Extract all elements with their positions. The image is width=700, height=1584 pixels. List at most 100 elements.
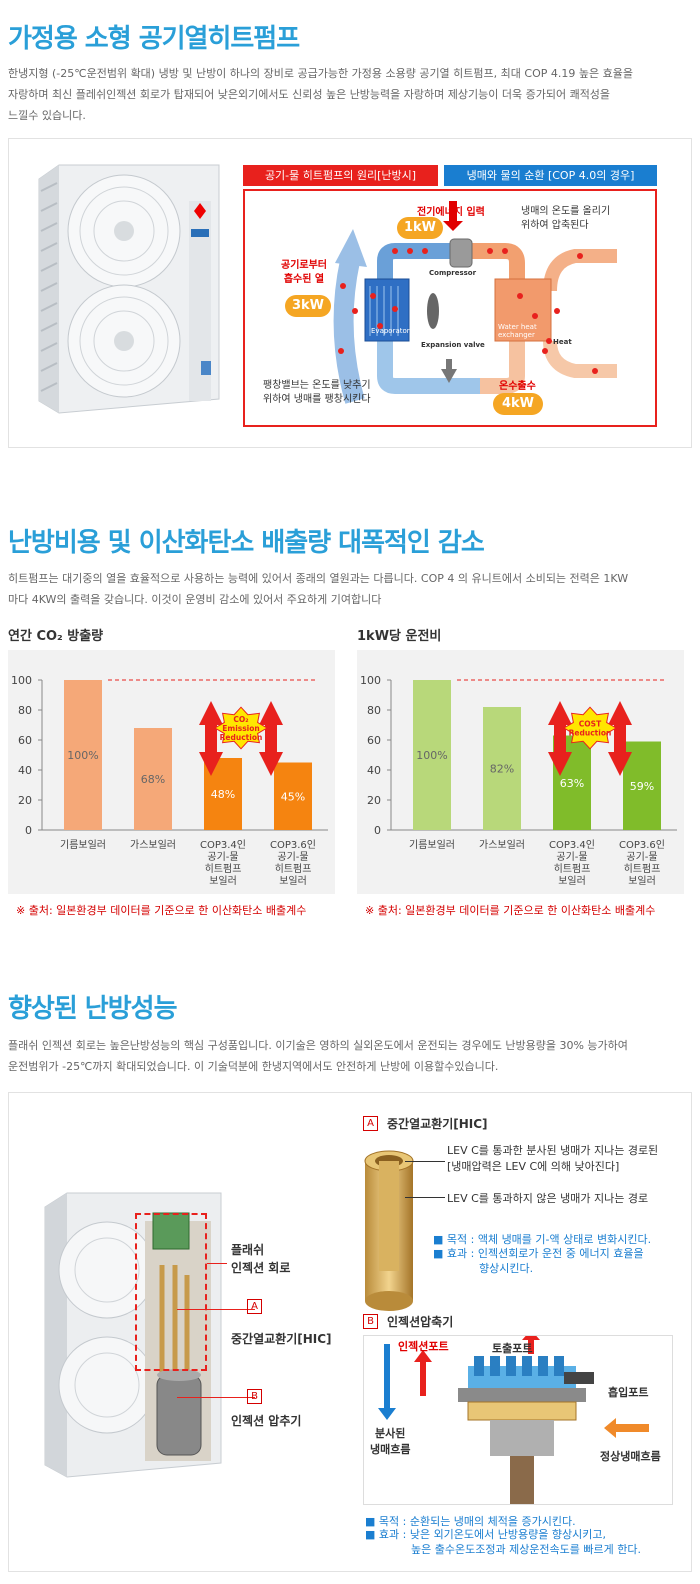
y-tick-label: 40 bbox=[367, 764, 381, 777]
bar bbox=[64, 680, 102, 830]
note-line: 냉매의 온도를 올리기 bbox=[521, 206, 611, 217]
y-tick-label: 100 bbox=[11, 674, 32, 687]
label-line: 인젝션 회로 bbox=[231, 1261, 291, 1275]
suction-port-label: 흡입포트 bbox=[608, 1386, 649, 1399]
para-line: 마다 4KW의 출력을 갖습니다. 이것이 운영비 감소에 있어서 주요하게 기… bbox=[8, 593, 382, 606]
category-label: COP3.4인 bbox=[200, 839, 246, 851]
section3-description: 플래쉬 인젝션 회로는 높은난방성능의 핵심 구성품입니다. 이기술은 영하의 … bbox=[8, 1035, 692, 1077]
category-label: 공기-물 bbox=[556, 851, 587, 863]
badge-text: Emission bbox=[222, 724, 260, 733]
effect-line: 높은 출수온도조정과 제상운전속도를 빠르게 한다. bbox=[411, 1543, 642, 1556]
bar-value-label: 48% bbox=[211, 788, 235, 801]
purpose-a: ■ 목적 : 액체 냉매를 기-액 상태로 변화시킨다. bbox=[433, 1233, 652, 1246]
category-label: 보일러 bbox=[279, 875, 307, 887]
spray-flow-label: 분사된 냉매흐름 bbox=[370, 1426, 410, 1458]
note-line: 위하여 냉매를 팽창시킨다 bbox=[263, 394, 371, 405]
normal-flow-label: 정상냉매흐름 bbox=[600, 1450, 661, 1463]
co2-chart: 0 20 40 60 80 100 100% 기름보일러 68% 가스보일러 48% COP3.4인 공… bbox=[8, 650, 335, 894]
expansion-valve-label: Expansion valve bbox=[421, 341, 485, 349]
down-arrow-right bbox=[259, 701, 283, 776]
category-label: 기름보일러 bbox=[409, 839, 455, 851]
marker-a: A bbox=[247, 1299, 262, 1314]
flash-circuit-label: 플래쉬 인젝션 회로 bbox=[231, 1241, 290, 1277]
discharge-port-label: 토출포트 bbox=[492, 1342, 533, 1355]
bar-value-label: 45% bbox=[281, 790, 305, 803]
bar-value-label: 82% bbox=[490, 763, 514, 776]
category-label: 가스보일러 bbox=[130, 839, 176, 851]
category-label: 히트펌프 bbox=[205, 863, 242, 875]
refrigerant-cycle-graphic bbox=[333, 201, 617, 404]
expansion-note: 팽창밸브는 온도를 낮추기 위하여 냉매를 팽창시킨다 bbox=[263, 379, 371, 407]
inj-comp-graphic bbox=[378, 1336, 649, 1504]
category-label: 기름보일러 bbox=[60, 839, 106, 851]
bar-value-label: 63% bbox=[560, 777, 584, 790]
section1-title: 가정용 소형 공기열히트펌프 bbox=[8, 24, 300, 54]
heat-label: Heat bbox=[553, 338, 572, 346]
y-tick-label: 80 bbox=[18, 704, 32, 717]
compressor-label: Compressor bbox=[429, 269, 477, 277]
bar-value-label: 100% bbox=[416, 749, 447, 762]
label-line: 플래쉬 bbox=[231, 1243, 265, 1257]
category-label: COP3.4인 bbox=[549, 839, 595, 851]
flash-marker bbox=[207, 1263, 227, 1264]
para-line: 한냉지형 (-25℃운전범위 확대) 냉방 및 난방이 하나의 장비로 공급가능… bbox=[8, 67, 633, 80]
compressor-note: 냉매의 온도를 올리기 위하여 압축된다 bbox=[521, 205, 610, 233]
burst-shape bbox=[563, 706, 617, 750]
heatpump-principle-panel: 공기-물 히트펌프의 원리[난방시] 냉매와 물의 순환 [COP 4.0의 경… bbox=[8, 138, 692, 448]
category-label: 보일러 bbox=[558, 875, 586, 887]
cycle-diagram: 전기에너지 입력 1kW 냉매의 온도를 올리기 위하여 압축된다 Compre… bbox=[243, 189, 657, 427]
effect-line: ■ 효과 : 낮은 외기온도에서 난방용량을 향상시키고, bbox=[365, 1528, 606, 1541]
note-line: LEV C를 통과한 분사된 냉매가 지나는 경로된 bbox=[447, 1144, 659, 1157]
category-label: 공기-물 bbox=[277, 851, 308, 863]
effect-line: 향상시킨다. bbox=[479, 1262, 534, 1275]
effect-line: ■ 효과 : 인젝션회로가 운전 중 에너지 효율을 bbox=[433, 1247, 644, 1260]
category-label: 히트펌프 bbox=[275, 863, 312, 875]
inj-comp-diagram: 인젝션포트 토출포트 흡입포트 분사된 냉매흐름 정상냉매흐름 bbox=[363, 1335, 673, 1505]
input-1kw-badge: 1kW bbox=[397, 217, 443, 239]
y-tick-label: 60 bbox=[367, 734, 381, 747]
hic-label: 중간열교환기[HIC] bbox=[231, 1332, 332, 1346]
cost-chart-title: 1kW당 운전비 bbox=[357, 629, 442, 644]
tab-principle: 공기-물 히트펌프의 원리[난방시] bbox=[243, 165, 438, 186]
category-label: 공기-물 bbox=[626, 851, 657, 863]
category-label: 히트펌프 bbox=[624, 863, 661, 875]
category-label: 보일러 bbox=[628, 875, 656, 887]
y-tick-label: 20 bbox=[367, 794, 381, 807]
category-label: 히트펌프 bbox=[554, 863, 591, 875]
burst-shape bbox=[214, 706, 268, 750]
category-label: 가스보일러 bbox=[479, 839, 525, 851]
comp-marker bbox=[177, 1397, 255, 1398]
inj-port-label: 인젝션포트 bbox=[398, 1340, 449, 1353]
para-line: 운전범위가 -25℃까지 확대되었습니다. 이 기술덕분에 한냉지역에서도 안전… bbox=[8, 1060, 499, 1073]
tab-circulation: 냉매와 물의 순환 [COP 4.0의 경우] bbox=[444, 165, 657, 186]
marker-b: B bbox=[247, 1389, 262, 1404]
para-line: 자랑하며 최신 플레쉬인젝션 회로가 탑재되어 낮은외기에서도 신뢰성 높은 난… bbox=[8, 88, 611, 101]
bar bbox=[134, 728, 172, 830]
co2-chart-svg: 0 20 40 60 80 100 100% 기름보일러 68% 가스보일러 48% COP3.4인공… bbox=[11, 674, 328, 887]
y-tick-label: 60 bbox=[18, 734, 32, 747]
badge-text: CO₂ bbox=[233, 715, 248, 724]
lev-line-2 bbox=[405, 1197, 445, 1198]
cost-chart: 0 20 40 60 80 100 100% 기름보일러 82% 가스보일러 63% COP3.4인 공… bbox=[357, 650, 684, 894]
water-hx-label: Water heat exchanger bbox=[498, 323, 537, 339]
badge-text: Reduction bbox=[220, 733, 263, 742]
purpose-b: ■ 목적 : 순환되는 냉매의 체적을 증가시킨다. bbox=[365, 1515, 576, 1528]
y-tick-label: 20 bbox=[18, 794, 32, 807]
elec-input-label: 전기에너지 입력 bbox=[417, 207, 485, 218]
effect-a: ■ 효과 : 인젝션회로가 운전 중 에너지 효율을 향상시킨다. bbox=[433, 1246, 644, 1276]
air-heat-label: 공기로부터 흡수된 열 bbox=[281, 259, 327, 287]
air-line: 공기로부터 bbox=[281, 260, 327, 271]
label-line: 냉매흐름 bbox=[370, 1443, 411, 1456]
bar-value-label: 100% bbox=[67, 749, 98, 762]
section-b-marker: B bbox=[363, 1314, 378, 1329]
category-label: 공기-물 bbox=[207, 851, 238, 863]
section1-description: 한냉지형 (-25℃운전범위 확대) 냉방 및 난방이 하나의 장비로 공급가능… bbox=[8, 63, 692, 126]
y-tick-label: 80 bbox=[367, 704, 381, 717]
note-line: [냉매압력은 LEV C에 의해 낮아진다] bbox=[447, 1160, 620, 1173]
flash-circuit-outline bbox=[135, 1213, 207, 1371]
bar bbox=[413, 680, 451, 830]
unit-cutaway-image bbox=[44, 1192, 222, 1478]
note-line: 위하여 압축된다 bbox=[521, 220, 589, 231]
